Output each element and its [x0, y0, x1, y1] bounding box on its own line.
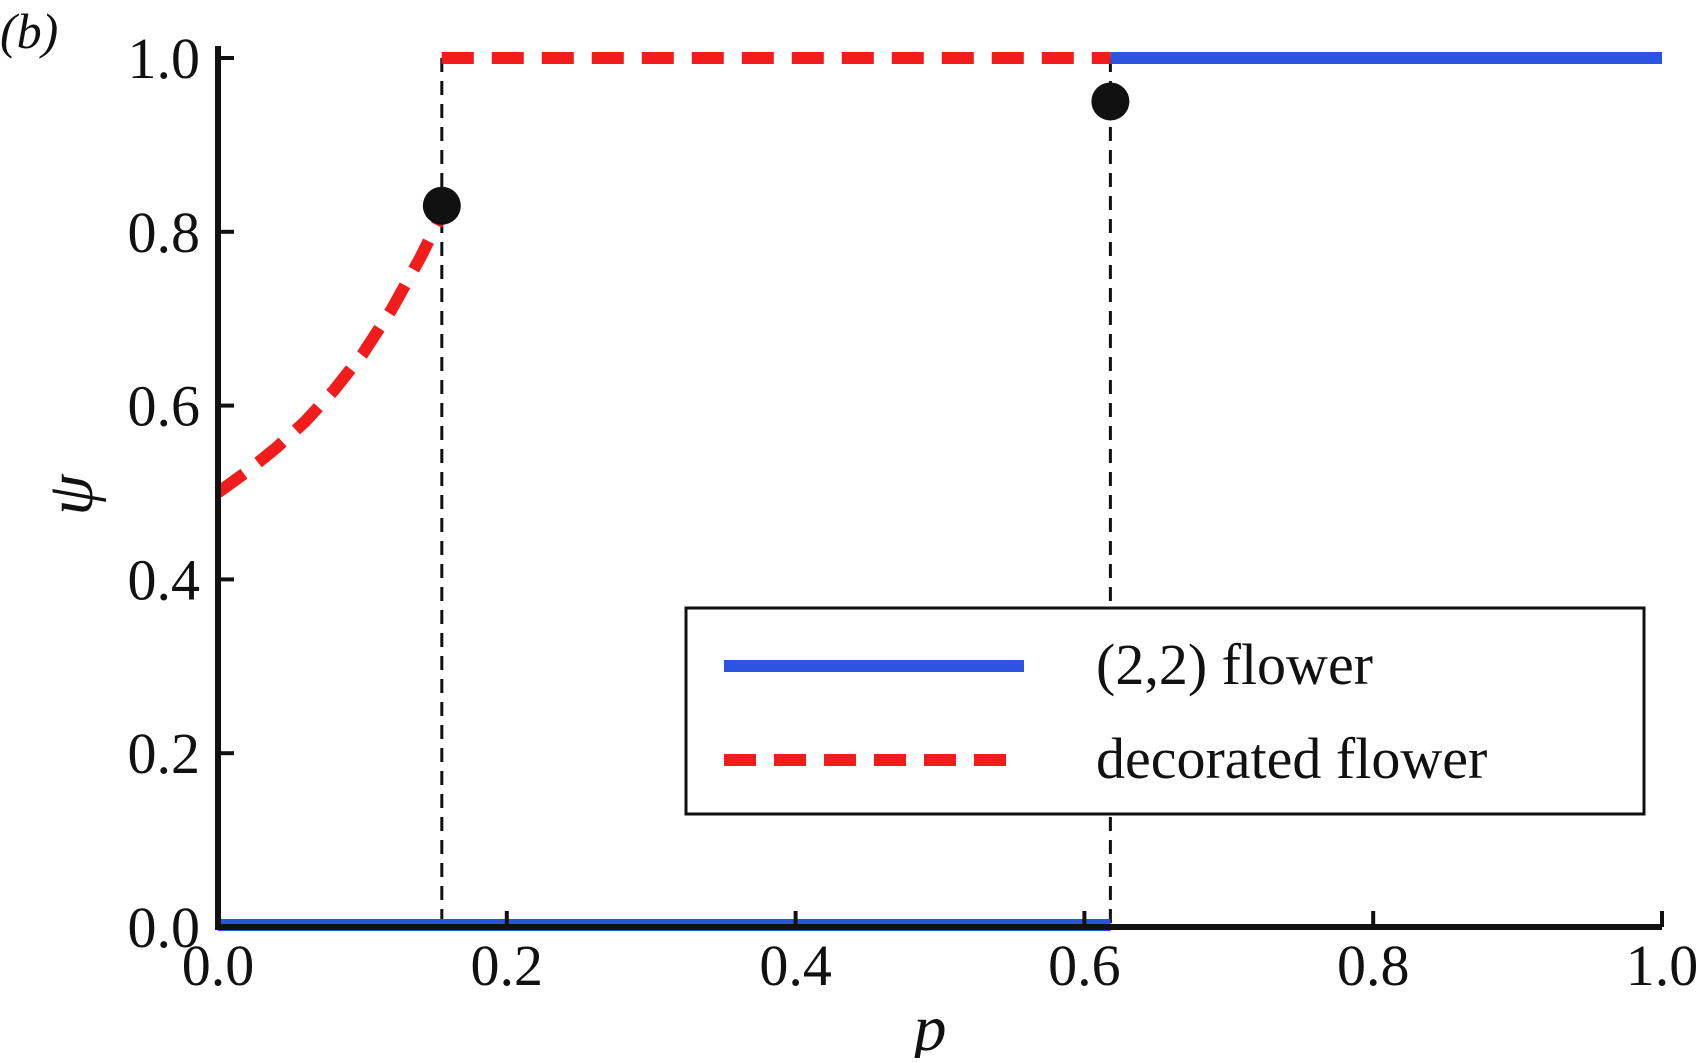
series-1-segment-0: [214, 211, 448, 498]
x-tick-label-2: 0.4: [759, 933, 832, 998]
legend-label-2-2-flower: (2,2) flower: [1096, 632, 1373, 697]
y-axis-title: ψ: [34, 474, 107, 516]
x-tick-label-3: 0.6: [1048, 933, 1121, 998]
x-tick-label-4: 0.8: [1337, 933, 1410, 998]
x-tick-label-0: 0.0: [182, 933, 255, 998]
panel-label: (b): [0, 3, 58, 59]
x-axis-title: p: [910, 992, 947, 1058]
critical-point-markers: [422, 82, 1130, 225]
y-tick-label-2: 0.4: [128, 547, 201, 612]
legend: (2,2) flower decorated flower: [684, 606, 1646, 816]
y-tick-label-4: 0.8: [128, 200, 201, 265]
y-tick-label-5: 1.0: [128, 26, 201, 91]
tick-labels: 0.0 0.2 0.4 0.6 0.8 1.0 0.0 0.2 0.4 0.6 0.8 1.0: [128, 26, 1699, 998]
x-tick-label-5: 1.0: [1626, 933, 1699, 998]
y-tick-label-1: 0.2: [128, 721, 201, 786]
critical-point-1: [1091, 82, 1130, 121]
y-tick-label-3: 0.6: [128, 374, 201, 439]
axes: [215, 46, 1664, 930]
legend-label-decorated-flower: decorated flower: [1096, 726, 1487, 791]
critical-point-0: [422, 186, 461, 225]
legend-box: [684, 606, 1646, 816]
y-tick-label-0: 0.0: [128, 895, 201, 960]
x-tick-label-1: 0.2: [471, 933, 544, 998]
